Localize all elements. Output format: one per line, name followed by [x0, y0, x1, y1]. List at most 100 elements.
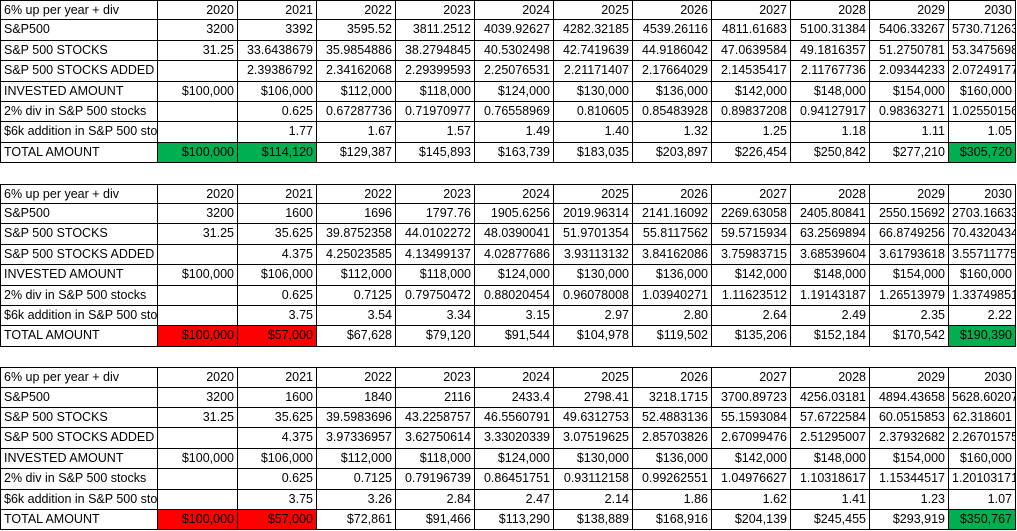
value: 3.34	[396, 306, 475, 327]
value: 0.93112158	[554, 469, 633, 490]
header-label: 6% up per year + div	[0, 183, 158, 204]
value	[158, 102, 238, 123]
value: 3.62750614	[396, 428, 475, 449]
value: $136,000	[633, 81, 712, 102]
value: 2.29399593	[396, 61, 475, 82]
value: 2.14535417	[712, 61, 791, 82]
year: 2020	[158, 183, 238, 204]
value: 3200	[158, 204, 238, 225]
value: 2.11767736	[791, 61, 870, 82]
year: 2025	[554, 183, 633, 204]
value: $142,000	[712, 265, 791, 286]
value: $135,206	[712, 326, 791, 347]
value: 2.09344233	[870, 61, 949, 82]
value: 2.80	[633, 306, 712, 327]
value: 60.0515853	[870, 408, 949, 429]
year: 2029	[870, 367, 949, 388]
value: $124,000	[475, 448, 554, 470]
value: 2.21171407	[554, 61, 633, 82]
year: 2024	[475, 367, 554, 388]
value: 1.11623512	[712, 285, 791, 306]
value: $100,000	[158, 81, 238, 102]
year: 2028	[791, 367, 870, 388]
year: 2029	[870, 0, 949, 21]
value: 0.76558969	[475, 102, 554, 123]
value: $106,000	[238, 448, 317, 470]
value: 0.85483928	[633, 102, 712, 123]
row-label: S&P 500 STOCKS ADDED	[0, 428, 158, 449]
value: 2269.63058	[712, 204, 791, 225]
value: 3811.2512	[396, 20, 475, 41]
value: 3218.1715	[633, 387, 712, 408]
value: 3.61793618	[870, 244, 949, 266]
value: $245,455	[791, 510, 870, 531]
value: 1.10318617	[791, 469, 870, 490]
value: $118,000	[396, 448, 475, 470]
value: 47.0639584	[712, 40, 791, 62]
value: 3200	[158, 387, 238, 408]
value: 57.6722584	[791, 408, 870, 429]
row-label: 2% div in S&P 500 stocks	[0, 469, 158, 490]
value: 2.22	[949, 306, 1016, 327]
value: 5100.31384	[791, 20, 870, 41]
value: 0.625	[238, 102, 317, 123]
value: 0.98363271	[870, 102, 949, 123]
value: $226,454	[712, 142, 791, 164]
value: $203,897	[633, 142, 712, 164]
value: $293,919	[870, 510, 949, 531]
row-label: TOTAL AMOUNT	[0, 326, 158, 347]
value: $170,542	[870, 326, 949, 347]
value: $57,000	[238, 326, 317, 347]
year: 2022	[317, 367, 396, 388]
value: 63.2569894	[791, 224, 870, 245]
value: 49.1816357	[791, 40, 870, 62]
value: $79,120	[396, 326, 475, 347]
value: $112,000	[317, 265, 396, 286]
value: 2.14	[554, 489, 633, 510]
year: 2023	[396, 183, 475, 204]
value: $124,000	[475, 265, 554, 286]
value: $350,767	[949, 510, 1016, 531]
value: $148,000	[791, 81, 870, 102]
value: $138,889	[554, 510, 633, 531]
year: 2026	[633, 183, 712, 204]
value: 53.3475698	[949, 40, 1016, 62]
value: 35.625	[238, 224, 317, 245]
value: 44.0102272	[396, 224, 475, 245]
value: 43.2258757	[396, 408, 475, 429]
value: $129,387	[317, 142, 396, 164]
value: 1.20103171	[949, 469, 1016, 490]
value: $100,000	[158, 142, 238, 164]
value: $136,000	[633, 265, 712, 286]
row-label: INVESTED AMOUNT	[0, 265, 158, 286]
value: $113,290	[475, 510, 554, 531]
value: 0.810605	[554, 102, 633, 123]
year: 2026	[633, 0, 712, 21]
value: 33.6438679	[238, 40, 317, 62]
value: 2.35	[870, 306, 949, 327]
value: 35.625	[238, 408, 317, 429]
value: 4811.61683	[712, 20, 791, 41]
value: $114,120	[238, 142, 317, 164]
value: 48.0390041	[475, 224, 554, 245]
year: 2028	[791, 0, 870, 21]
value: 1.15344517	[870, 469, 949, 490]
row-label: S&P500	[0, 20, 158, 41]
year: 2030	[949, 367, 1016, 388]
row-label: $6k addition in S&P 500 stocks	[0, 122, 158, 143]
value: $106,000	[238, 81, 317, 102]
value: 3.07519625	[554, 428, 633, 449]
value: 2.39386792	[238, 61, 317, 82]
year: 2020	[158, 367, 238, 388]
value: 1.26513979	[870, 285, 949, 306]
year: 2027	[712, 183, 791, 204]
value: $145,893	[396, 142, 475, 164]
value: $104,978	[554, 326, 633, 347]
value: 3.75	[238, 306, 317, 327]
value: 1600	[238, 387, 317, 408]
value: 4039.92627	[475, 20, 554, 41]
value: 0.7125	[317, 285, 396, 306]
value: 2.84	[396, 489, 475, 510]
value: 39.5983696	[317, 408, 396, 429]
value: 42.7419639	[554, 40, 633, 62]
